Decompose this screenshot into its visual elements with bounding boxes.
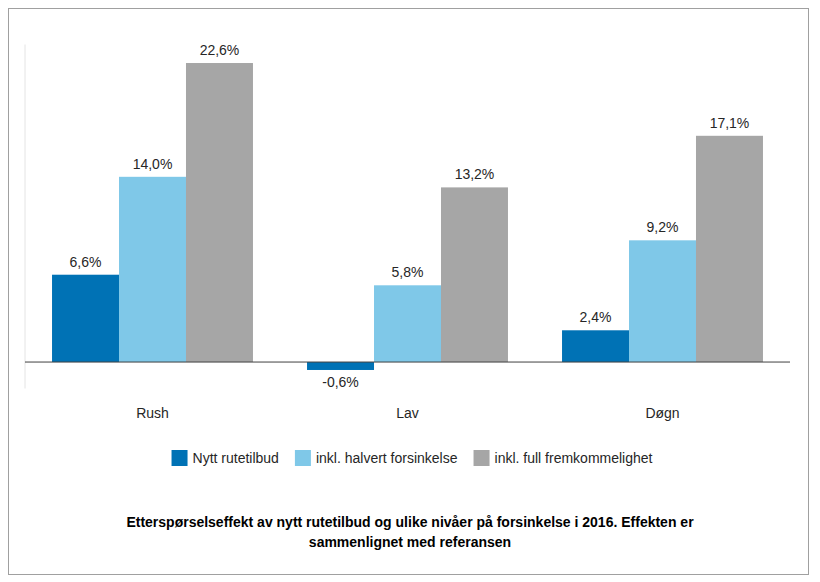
data-label: 2,4%: [580, 309, 612, 325]
legend-swatch: [295, 450, 311, 466]
bar: [441, 187, 508, 362]
bar: [186, 63, 253, 362]
bar: [119, 177, 186, 362]
data-label: 5,8%: [392, 264, 424, 280]
category-label: Lav: [396, 405, 419, 421]
bar: [696, 136, 763, 362]
legend-label: inkl. halvert forsinkelse: [316, 450, 458, 466]
data-label: 17,1%: [710, 115, 750, 131]
bars: [52, 63, 763, 370]
bar: [307, 362, 374, 370]
category-label: Rush: [136, 405, 169, 421]
chart-svg: 6,6% -0,6% 2,4% 14,0% 5,8% 9,2% 22,6% 13,2% 17,1…: [0, 0, 820, 582]
baseline: [25, 362, 790, 363]
legend-label: Nytt rutetilbud: [193, 450, 279, 466]
title-line: Etterspørselseffekt av nytt rutetilbud o…: [126, 514, 694, 530]
bar: [629, 240, 696, 362]
data-label: 6,6%: [70, 254, 102, 270]
legend-swatch: [474, 450, 490, 466]
bar: [374, 285, 441, 362]
data-label: 13,2%: [455, 166, 495, 182]
data-label: 14,0%: [133, 156, 173, 172]
data-labels: 6,6% -0,6% 2,4% 14,0% 5,8% 9,2% 22,6% 13,2% 17,1…: [70, 42, 750, 390]
category-label: Døgn: [645, 405, 679, 421]
data-label: 9,2%: [647, 219, 679, 235]
chart-title: Etterspørselseffekt av nytt rutetilbud o…: [126, 514, 694, 550]
legend-swatch: [172, 450, 188, 466]
data-label: 22,6%: [200, 42, 240, 58]
range-line: [25, 45, 26, 389]
bar: [562, 330, 629, 362]
data-label: -0,6%: [322, 374, 359, 390]
legend-label: inkl. full fremkommelighet: [495, 450, 653, 466]
chart-container: 6,6% -0,6% 2,4% 14,0% 5,8% 9,2% 22,6% 13,2% 17,1…: [0, 0, 820, 582]
legend: Nytt rutetilbud inkl. halvert forsinkelse…: [172, 450, 653, 466]
bar: [52, 275, 119, 362]
chart-frame: [9, 9, 809, 575]
title-line: sammenlignet med referansen: [309, 534, 511, 550]
